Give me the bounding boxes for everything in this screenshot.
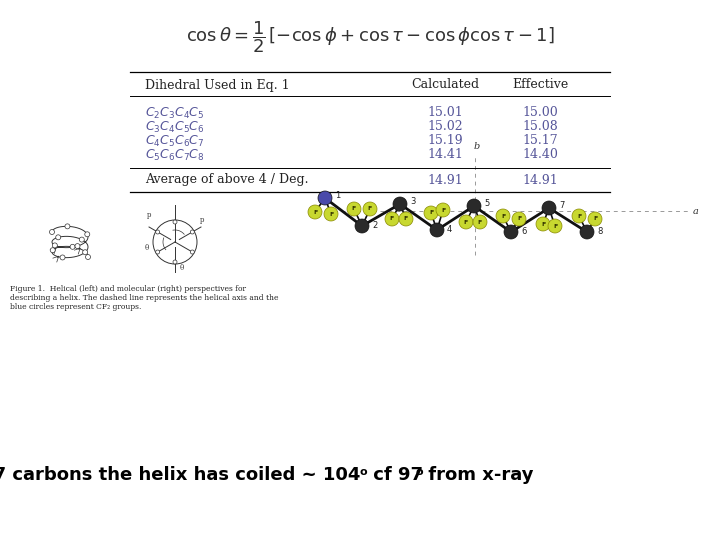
- Circle shape: [50, 230, 55, 234]
- Text: from x-ray: from x-ray: [422, 466, 534, 484]
- Text: 15.01: 15.01: [427, 106, 463, 119]
- Text: F: F: [329, 212, 333, 217]
- Text: Effective: Effective: [512, 78, 568, 91]
- Text: p: p: [147, 211, 151, 219]
- Circle shape: [156, 250, 160, 254]
- Text: Calculated: Calculated: [411, 78, 479, 91]
- Circle shape: [355, 219, 369, 233]
- Circle shape: [156, 230, 160, 234]
- Text: F: F: [593, 217, 597, 221]
- Circle shape: [385, 212, 399, 226]
- Circle shape: [55, 235, 60, 240]
- Circle shape: [70, 244, 75, 249]
- Text: 15.02: 15.02: [427, 120, 463, 133]
- Circle shape: [430, 223, 444, 237]
- Circle shape: [504, 225, 518, 239]
- Circle shape: [467, 199, 481, 213]
- Circle shape: [580, 225, 594, 239]
- Circle shape: [363, 202, 377, 216]
- Circle shape: [473, 215, 487, 229]
- Text: F: F: [429, 211, 433, 215]
- Text: 14.40: 14.40: [522, 148, 558, 161]
- Text: F: F: [577, 213, 581, 219]
- Circle shape: [190, 250, 194, 254]
- Circle shape: [424, 206, 438, 220]
- Text: 15.17: 15.17: [522, 134, 558, 147]
- Text: F: F: [404, 217, 408, 221]
- Text: F: F: [541, 221, 545, 226]
- Text: 15.19: 15.19: [427, 134, 463, 147]
- Circle shape: [542, 201, 556, 215]
- Text: 15.08: 15.08: [522, 120, 558, 133]
- Text: F: F: [368, 206, 372, 212]
- Text: $C_2C_3C_4C_5$: $C_2C_3C_4C_5$: [145, 105, 204, 120]
- Text: a: a: [693, 206, 699, 215]
- Circle shape: [347, 202, 361, 216]
- Text: F: F: [313, 210, 317, 214]
- Circle shape: [393, 197, 407, 211]
- Text: F: F: [390, 217, 394, 221]
- Circle shape: [536, 217, 550, 231]
- Text: Dihedral Used in Eq. 1: Dihedral Used in Eq. 1: [145, 78, 289, 91]
- Circle shape: [85, 232, 90, 237]
- Circle shape: [86, 254, 91, 260]
- Text: F: F: [441, 207, 445, 213]
- Circle shape: [318, 191, 332, 205]
- Text: b: b: [474, 142, 480, 151]
- Text: Average of above 4 / Deg.: Average of above 4 / Deg.: [145, 173, 308, 186]
- Text: $C_3C_4C_5C_6$: $C_3C_4C_5C_6$: [145, 119, 204, 134]
- Text: F: F: [352, 206, 356, 212]
- Circle shape: [324, 207, 338, 221]
- Text: p: p: [200, 216, 204, 224]
- Circle shape: [60, 255, 65, 260]
- Circle shape: [50, 248, 55, 253]
- Text: 7: 7: [559, 200, 564, 210]
- Circle shape: [459, 215, 473, 229]
- Text: $C_4C_5C_6C_7$: $C_4C_5C_6C_7$: [145, 133, 204, 148]
- Text: F: F: [517, 217, 521, 221]
- Text: cf 97: cf 97: [367, 466, 423, 484]
- Text: $\cos\theta = \dfrac{1}{2}\,[-\cos\phi + \cos\tau - \cos\phi\cos\tau - 1]$: $\cos\theta = \dfrac{1}{2}\,[-\cos\phi +…: [186, 19, 554, 55]
- Text: 4: 4: [447, 226, 452, 234]
- Text: θ: θ: [180, 264, 184, 272]
- Text: F: F: [464, 219, 468, 225]
- Text: Figure 1.  Helical (left) and molecular (right) perspectives for: Figure 1. Helical (left) and molecular (…: [10, 285, 246, 293]
- Text: 15.00: 15.00: [522, 106, 558, 119]
- Circle shape: [512, 212, 526, 226]
- Circle shape: [79, 237, 84, 242]
- Text: 8: 8: [597, 227, 603, 237]
- Text: In 7 carbons the helix has coiled ~ 104: In 7 carbons the helix has coiled ~ 104: [0, 466, 360, 484]
- Text: 6: 6: [521, 227, 526, 237]
- Circle shape: [436, 203, 450, 217]
- Text: o: o: [360, 467, 368, 477]
- Text: 14.41: 14.41: [427, 148, 463, 161]
- Circle shape: [399, 212, 413, 226]
- Text: 5: 5: [484, 199, 490, 207]
- Text: F: F: [553, 224, 557, 228]
- Text: θ: θ: [145, 244, 149, 252]
- Text: blue circles represent CF₂ groups.: blue circles represent CF₂ groups.: [10, 303, 141, 311]
- Text: describing a helix. The dashed line represents the helical axis and the: describing a helix. The dashed line repr…: [10, 294, 279, 302]
- Circle shape: [53, 243, 58, 248]
- Circle shape: [83, 249, 88, 255]
- Text: 14.91: 14.91: [522, 173, 558, 186]
- Circle shape: [496, 209, 510, 223]
- Text: $C_5C_6C_7C_8$: $C_5C_6C_7C_8$: [145, 147, 204, 163]
- Text: 1: 1: [335, 191, 341, 199]
- Circle shape: [173, 220, 177, 224]
- Text: F: F: [478, 219, 482, 225]
- Text: F: F: [501, 213, 505, 219]
- Circle shape: [588, 212, 602, 226]
- Text: 14.91: 14.91: [427, 173, 463, 186]
- Circle shape: [572, 209, 586, 223]
- Circle shape: [190, 230, 194, 234]
- Text: 2: 2: [372, 221, 377, 231]
- Circle shape: [308, 205, 322, 219]
- Text: 3: 3: [410, 197, 415, 206]
- Circle shape: [548, 219, 562, 233]
- Circle shape: [75, 244, 80, 248]
- Text: o: o: [415, 467, 423, 477]
- Circle shape: [65, 224, 70, 229]
- Circle shape: [173, 260, 177, 264]
